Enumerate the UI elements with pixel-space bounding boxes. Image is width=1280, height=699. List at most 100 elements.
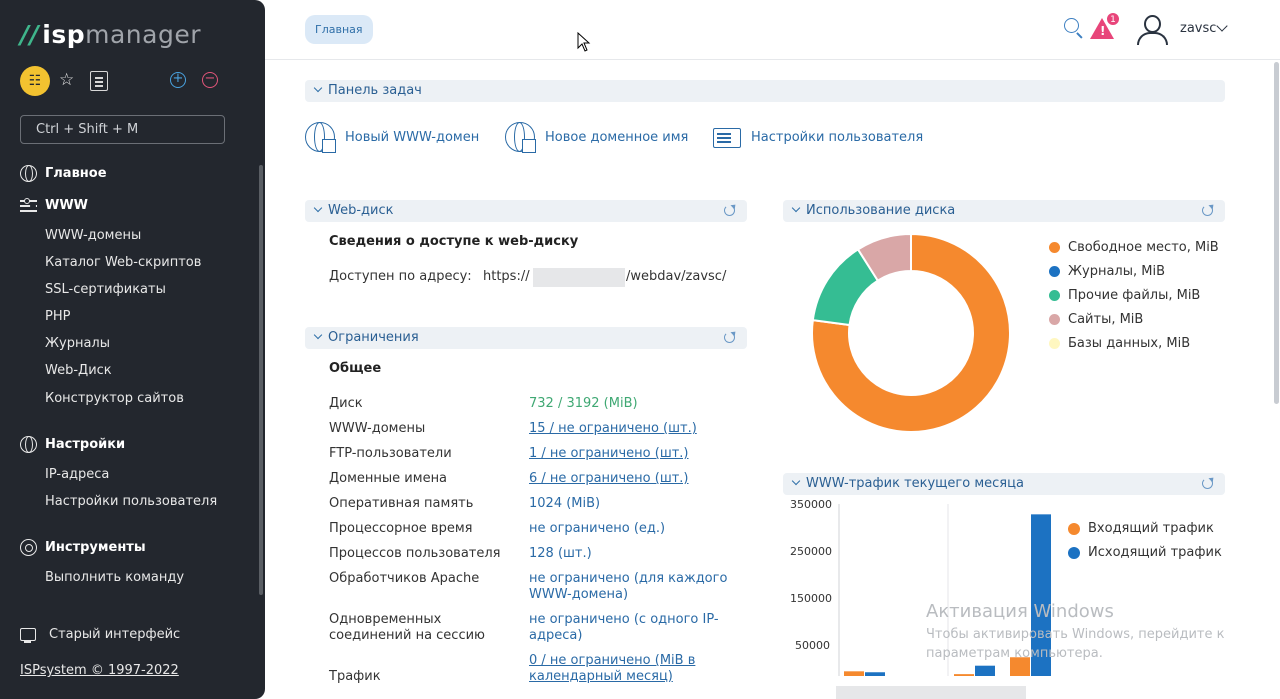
nav-item-php[interactable]: PHP bbox=[45, 309, 71, 324]
refresh-icon[interactable] bbox=[1202, 205, 1213, 216]
remove-icon[interactable]: − bbox=[202, 72, 218, 88]
nav-item-site-builder[interactable]: Конструктор сайтов bbox=[45, 391, 184, 406]
limit-value: не ограничено (с одного IP-адреса) bbox=[529, 612, 719, 643]
legend-item[interactable]: Входящий трафик bbox=[1068, 521, 1214, 536]
limit-value: 732 / 3192 (MiB) bbox=[529, 396, 638, 411]
legend-label: Исходящий трафик bbox=[1088, 545, 1222, 560]
nav-item-run-command[interactable]: Выполнить команду bbox=[45, 570, 185, 585]
traffic-bar[interactable] bbox=[844, 671, 864, 676]
isp-logo[interactable]: //ispmanager bbox=[20, 20, 201, 49]
clipboard-icon[interactable] bbox=[90, 71, 108, 91]
traffic-bar[interactable] bbox=[1031, 514, 1051, 676]
limit-value-link[interactable]: 0 / не ограничено (MiB в календарный мес… bbox=[529, 653, 696, 684]
legend-label: Входящий трафик bbox=[1088, 521, 1214, 536]
nav-main[interactable]: Главное bbox=[20, 165, 107, 182]
legend-item[interactable]: Свободное место, MiB bbox=[1049, 240, 1219, 255]
legend-item[interactable]: Исходящий трафик bbox=[1068, 545, 1222, 560]
nav-tools-label: Инструменты bbox=[45, 540, 146, 555]
task-new-www-domain[interactable]: Новый WWW-домен bbox=[305, 122, 479, 153]
traffic-panel-title: WWW-трафик текущего месяца bbox=[806, 476, 1024, 491]
webdisk-panel-header[interactable]: Web-диск bbox=[305, 200, 747, 222]
limit-value-link[interactable]: 6 / не ограничено (шт.) bbox=[529, 471, 689, 486]
limit-value: не ограничено (для каждого WWW-домена) bbox=[529, 571, 728, 602]
monitor-icon bbox=[20, 628, 36, 643]
chevron-down-icon bbox=[313, 330, 323, 340]
nav-main-label: Главное bbox=[45, 166, 107, 181]
alert-button[interactable]: ! 1 bbox=[1090, 12, 1120, 40]
globe-icon bbox=[20, 165, 37, 182]
username[interactable]: zavsc bbox=[1180, 21, 1217, 36]
nav-item-ssl[interactable]: SSL-сертификаты bbox=[45, 282, 166, 297]
chevron-down-icon[interactable] bbox=[1216, 20, 1228, 32]
limit-label: Процессов пользователя bbox=[329, 546, 501, 561]
legend-label: Журналы, MiB bbox=[1068, 264, 1165, 279]
tasks-panel-header[interactable]: Панель задач bbox=[305, 80, 1225, 102]
activation-watermark-text: Чтобы активировать Windows, перейдите к … bbox=[926, 627, 1225, 661]
quick-actions: ☷ ☆ + − bbox=[20, 66, 230, 96]
refresh-icon[interactable] bbox=[724, 332, 735, 343]
disk-usage-panel-header[interactable]: Использование диска bbox=[783, 200, 1225, 222]
nav-www[interactable]: WWW bbox=[20, 197, 88, 214]
chevron-down-icon bbox=[313, 203, 323, 213]
task-user-settings[interactable]: Настройки пользователя bbox=[711, 122, 923, 152]
legend-dot-icon bbox=[1068, 546, 1080, 559]
traffic-bar[interactable] bbox=[975, 665, 995, 676]
search-icon[interactable] bbox=[1064, 18, 1079, 33]
menu-search-input[interactable] bbox=[20, 115, 225, 144]
disk-usage-panel-title: Использование диска bbox=[806, 203, 956, 218]
limit-label: Оперативная память bbox=[329, 496, 474, 511]
donut-slice[interactable] bbox=[856, 232, 912, 283]
limits-panel-header[interactable]: Ограничения bbox=[305, 327, 747, 349]
limit-value: 128 (шт.) bbox=[529, 546, 592, 561]
sidebar: //ispmanager ☷ ☆ + − Главное WWW WWW-дом… bbox=[0, 0, 265, 699]
old-interface-link[interactable]: Старый интерфейс bbox=[20, 627, 180, 643]
traffic-bar[interactable] bbox=[954, 674, 974, 676]
star-icon[interactable]: ☆ bbox=[59, 70, 75, 90]
limit-label: Процессорное время bbox=[329, 521, 473, 536]
legend-label: Сайты, MiB bbox=[1068, 312, 1144, 327]
webdisk-heading: Сведения о доступе к web-диску bbox=[329, 234, 579, 249]
traffic-bar[interactable] bbox=[1010, 657, 1030, 676]
task-new-domain-name[interactable]: Новое доменное имя bbox=[505, 122, 688, 153]
refresh-icon[interactable] bbox=[1202, 478, 1213, 489]
user-avatar-icon[interactable] bbox=[1136, 14, 1169, 45]
sliders-icon bbox=[20, 197, 37, 214]
limit-value-link[interactable]: 15 / не ограничено (шт.) bbox=[529, 421, 697, 436]
chevron-down-icon bbox=[791, 476, 801, 486]
nav-item-ip[interactable]: IP-адреса bbox=[45, 467, 110, 482]
legend-label: Базы данных, MiB bbox=[1068, 336, 1191, 351]
limit-label: Трафик bbox=[329, 669, 381, 684]
globe-edit-icon bbox=[505, 122, 536, 153]
legend-item[interactable]: Базы данных, MiB bbox=[1049, 336, 1190, 351]
legend-item[interactable]: Сайты, MiB bbox=[1049, 312, 1143, 327]
nav-item-user-settings[interactable]: Настройки пользователя bbox=[45, 494, 218, 509]
traffic-bar[interactable] bbox=[865, 672, 885, 676]
nav-item-www-domains[interactable]: WWW-домены bbox=[45, 228, 142, 243]
main-scrollbar[interactable] bbox=[1274, 62, 1279, 404]
exclamation-glyph: ! bbox=[1100, 24, 1106, 38]
header-divider bbox=[265, 59, 1280, 60]
donut-slice[interactable] bbox=[811, 232, 1011, 433]
breadcrumb[interactable]: Главная bbox=[305, 15, 373, 44]
nav-item-logs[interactable]: Журналы bbox=[45, 336, 110, 351]
refresh-icon[interactable] bbox=[724, 205, 735, 216]
limits-panel-title: Ограничения bbox=[328, 330, 419, 345]
nav-item-webdisk[interactable]: Web-Диск bbox=[45, 363, 112, 378]
sitemap-icon[interactable]: ☷ bbox=[20, 66, 50, 96]
y-tick-label: 50000 bbox=[795, 638, 830, 652]
webdisk-panel-title: Web-диск bbox=[328, 203, 394, 218]
tasks-panel-title: Панель задач bbox=[328, 83, 422, 98]
copyright-link[interactable]: ISPsystem © 1997-2022 bbox=[20, 663, 179, 678]
nav-settings[interactable]: Настройки bbox=[20, 436, 125, 453]
limit-label: Диск bbox=[329, 396, 363, 411]
limit-value-link[interactable]: 1 / не ограничено (шт.) bbox=[529, 446, 689, 461]
legend-item[interactable]: Прочие файлы, MiB bbox=[1049, 288, 1200, 303]
legend-item[interactable]: Журналы, MiB bbox=[1049, 264, 1165, 279]
sidebar-scrollbar[interactable] bbox=[259, 165, 263, 595]
nav-item-web-scripts[interactable]: Каталог Web-скриптов bbox=[45, 255, 202, 270]
traffic-panel-header[interactable]: WWW-трафик текущего месяца bbox=[783, 473, 1225, 495]
limit-label: Одновременных соединений на сессию bbox=[329, 612, 485, 643]
y-tick-label: 350000 bbox=[790, 498, 832, 511]
add-icon[interactable]: + bbox=[170, 72, 186, 88]
nav-tools[interactable]: Инструменты bbox=[20, 539, 146, 556]
